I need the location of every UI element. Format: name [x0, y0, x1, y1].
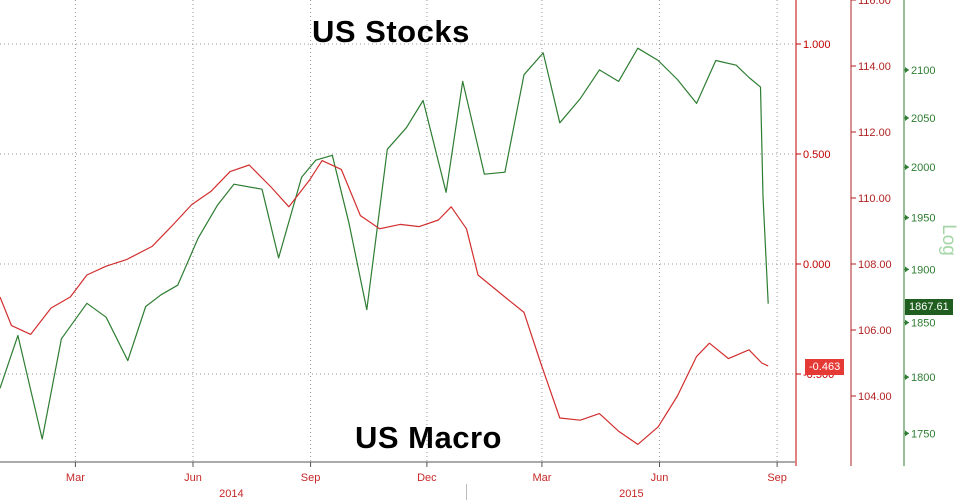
annotation-us-stocks: US Stocks	[312, 14, 470, 49]
axis-tick-label-stocks: 2000	[911, 162, 935, 174]
series-line-us-stocks	[0, 47, 769, 440]
last-value-macro: -0.463	[805, 359, 845, 375]
axis-tick-marker	[905, 164, 909, 171]
x-tick-label: Dec	[417, 472, 437, 484]
series-layer	[0, 47, 769, 445]
axis-tick-label-stocks: 1950	[911, 213, 935, 225]
axis-tick-label-stocks: 1750	[911, 428, 935, 440]
x-year-label: 2015	[619, 488, 643, 500]
axis-tick-label-macro: 1.000	[803, 39, 831, 51]
axis-tick-label-price: 116.00	[858, 0, 891, 7]
axis-tick-label-macro: 0.000	[803, 259, 831, 271]
axis-tick-label-macro: 0.500	[803, 149, 831, 161]
x-year-label: 2014	[219, 488, 243, 500]
axis-tick-label-stocks: 1800	[911, 372, 935, 384]
axis-tick-label-price: 112.00	[858, 127, 891, 139]
x-tick-label: Sep	[767, 472, 787, 484]
x-tick-label: Jun	[651, 472, 669, 484]
axis-tick-marker	[905, 374, 909, 381]
axis-tick-marker	[905, 214, 909, 221]
x-tick-label: Jun	[184, 472, 202, 484]
axis-tick-label-price: 110.00	[858, 193, 891, 205]
axis-tick-label-stocks: 2100	[911, 65, 935, 77]
x-tick-label: Mar	[532, 472, 551, 484]
axis-tick-label-stocks: 2050	[911, 113, 935, 125]
axis-tick-marker	[905, 66, 909, 73]
x-tick-label: Sep	[301, 472, 321, 484]
axis-tick-label-price: 104.00	[858, 391, 892, 403]
last-value-stocks: 1867.61	[905, 299, 953, 315]
grid-layer	[0, 0, 795, 462]
x-tick-label: Mar	[66, 472, 85, 484]
axis-scale-label: Log	[938, 224, 958, 256]
axis-tick-label-price: 106.00	[858, 325, 892, 337]
axis-tick-label-stocks: 1850	[911, 318, 935, 330]
axis-tick-marker	[905, 319, 909, 326]
axis-tick-marker	[905, 266, 909, 273]
axis-tick-marker	[905, 430, 909, 437]
axis-tick-label-price: 114.00	[858, 61, 891, 73]
axis-tick-marker	[905, 114, 909, 121]
axis-tick-label-price: 108.00	[858, 259, 892, 271]
series-line-us-macro	[0, 160, 769, 445]
axis-tick-label-stocks: 1900	[911, 264, 935, 276]
annotation-us-macro: US Macro	[355, 420, 502, 455]
